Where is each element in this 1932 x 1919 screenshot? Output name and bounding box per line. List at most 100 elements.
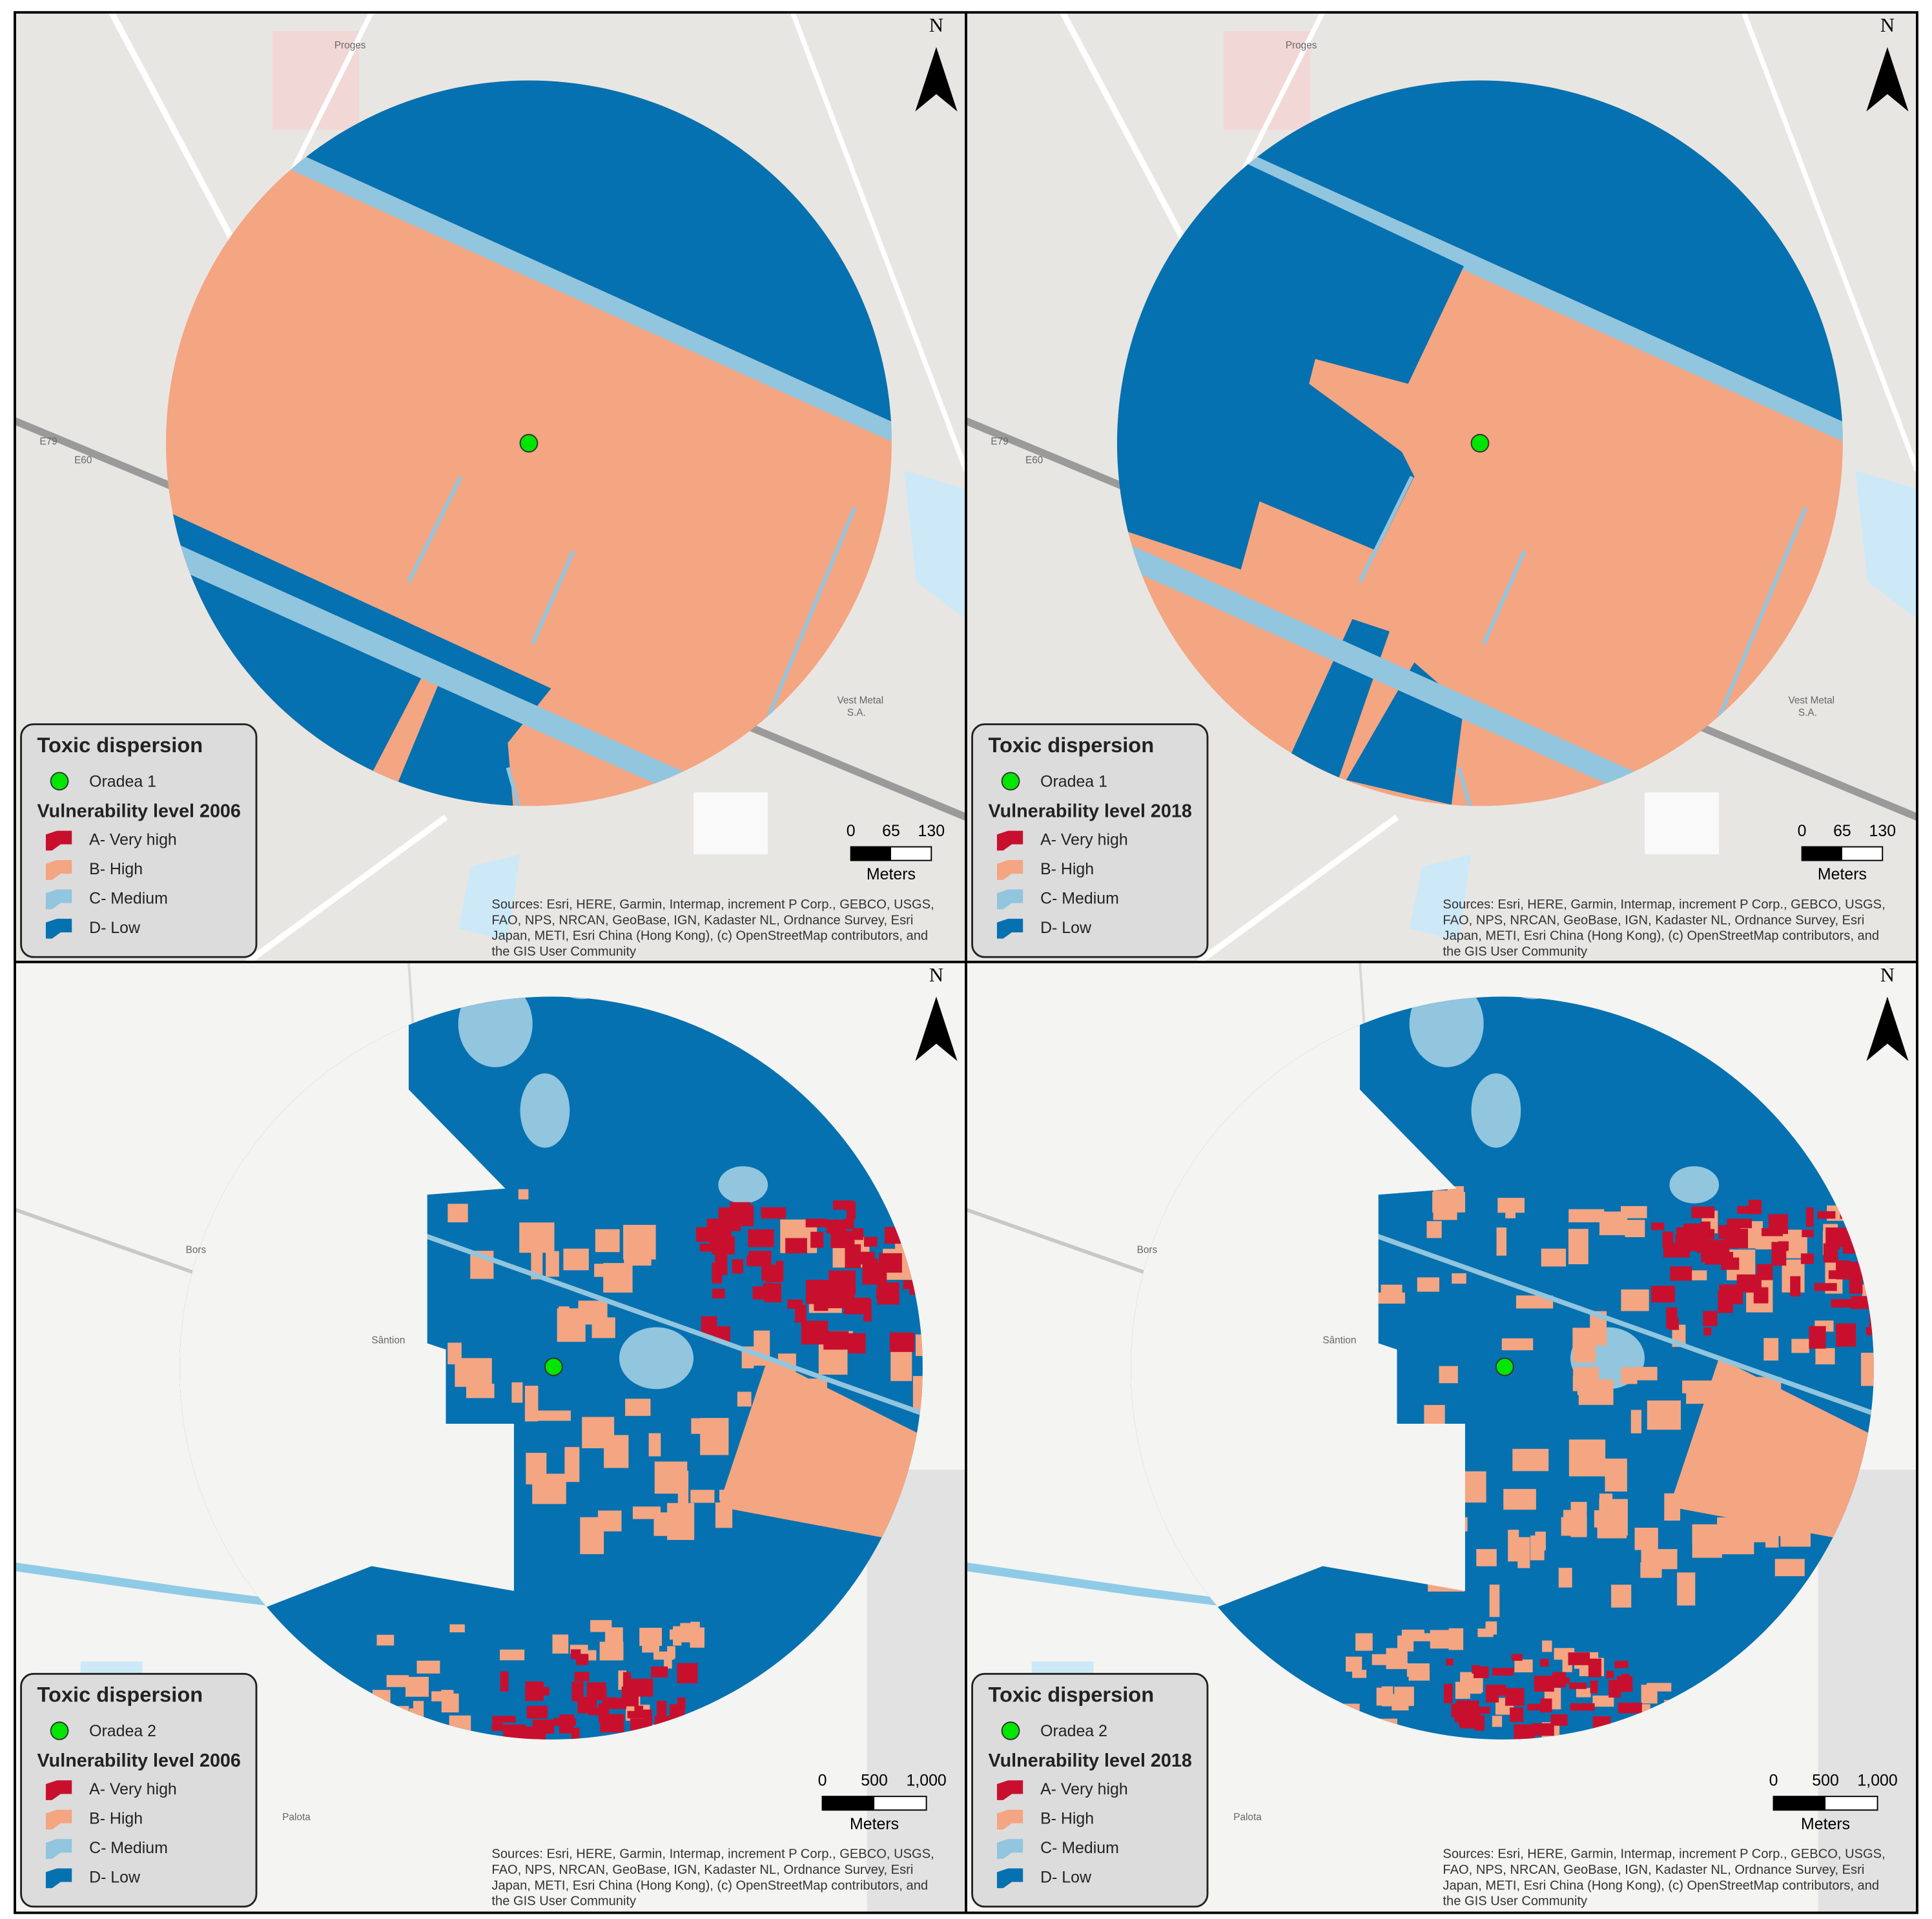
north-label: N xyxy=(1880,14,1895,36)
zone-very-high xyxy=(575,1654,589,1665)
zone-high xyxy=(371,678,441,793)
scale-label: 500 xyxy=(861,1772,888,1790)
source-point xyxy=(544,1357,563,1377)
zone-high xyxy=(1497,1198,1525,1213)
zone-very-high xyxy=(752,1286,768,1300)
road-medium xyxy=(1717,507,1808,719)
scale-unit: Meters xyxy=(1818,865,1867,883)
zone-very-high xyxy=(732,1259,744,1274)
zone-high xyxy=(1605,1458,1627,1492)
zone-high xyxy=(1568,1209,1605,1223)
map-label: E79 xyxy=(991,436,1008,447)
legend-box xyxy=(20,723,258,958)
zone-high xyxy=(455,1358,492,1387)
north-label: N xyxy=(1880,964,1895,986)
zone-very-high xyxy=(810,1231,824,1248)
zone-very-high xyxy=(1588,1658,1601,1678)
zone-high xyxy=(1570,1502,1587,1537)
zone-very-high xyxy=(643,1709,652,1729)
legend-point xyxy=(1001,1721,1020,1740)
map-label: E79 xyxy=(39,436,57,447)
zone-very-high xyxy=(1724,1228,1749,1249)
road xyxy=(1741,12,1917,471)
zone-very-high xyxy=(785,1238,807,1254)
zone-high xyxy=(1346,1656,1362,1672)
zone-very-high xyxy=(828,1288,855,1309)
zone-high xyxy=(1669,1358,1874,1544)
zone-low xyxy=(166,435,551,806)
road xyxy=(1197,814,1399,962)
map-label: Bors xyxy=(186,1245,207,1256)
legend-class: D- Low xyxy=(89,1868,141,1886)
zone-very-high xyxy=(1836,1323,1856,1347)
scale-label: 1,000 xyxy=(906,1772,946,1790)
zone-very-high xyxy=(559,1714,574,1734)
zone-very-high xyxy=(503,1724,526,1739)
zone-very-high xyxy=(1703,1328,1712,1336)
legend-class: C- Medium xyxy=(89,889,168,907)
urban xyxy=(1818,1469,1917,1912)
zone-very-high xyxy=(852,1228,864,1240)
zone-very-high xyxy=(1831,1298,1853,1308)
zone-medium xyxy=(1669,1166,1720,1204)
legend-subtitle: Vulnerability level 2006 xyxy=(37,1750,241,1771)
scale-label: 0 xyxy=(847,822,856,840)
zone-very-high xyxy=(795,1304,807,1323)
zone-high xyxy=(447,1204,468,1223)
zone-high xyxy=(599,1641,624,1661)
zone-very-high xyxy=(577,1700,594,1714)
zone-high xyxy=(519,1222,555,1253)
zone-high xyxy=(511,1382,523,1403)
zone-high xyxy=(591,1317,615,1339)
zone-high xyxy=(1592,1695,1614,1707)
legend-swatch xyxy=(996,1868,1023,1889)
zone-high xyxy=(664,1656,672,1669)
zone-very-high xyxy=(1737,1206,1751,1214)
zone-medium xyxy=(1471,1073,1521,1148)
zone-high xyxy=(1625,1220,1645,1238)
zone-high xyxy=(1372,1654,1387,1665)
zone-very-high xyxy=(877,1282,899,1305)
zone-high xyxy=(632,1506,661,1519)
map-label: Palota xyxy=(1233,1812,1262,1823)
zone-high xyxy=(1611,1585,1632,1608)
zone-high xyxy=(386,1675,409,1687)
scale-label: 130 xyxy=(918,822,945,840)
zone-high xyxy=(557,1308,586,1342)
zone-very-high xyxy=(1570,1703,1595,1711)
legend-point-label: Oradea 2 xyxy=(1040,1722,1107,1740)
zone-very-high xyxy=(1606,1670,1614,1679)
zone-very-high xyxy=(709,1236,731,1244)
road-medium xyxy=(1457,767,1510,806)
zone-low xyxy=(1116,161,1464,570)
zone-very-high xyxy=(1614,1661,1629,1668)
zone-high xyxy=(625,1399,651,1416)
zone-very-high xyxy=(848,1333,866,1354)
zone-high xyxy=(449,1624,465,1633)
zone-very-high xyxy=(574,1672,590,1681)
zone-very-high xyxy=(1651,1286,1675,1303)
legend-swatch xyxy=(45,860,72,880)
zone-very-high xyxy=(864,1237,878,1247)
sources-text: FAO, NPS, NRCAN, GeoBase, IGN, Kadaster … xyxy=(1443,1863,1864,1877)
zone-high xyxy=(1394,1687,1414,1707)
water xyxy=(1855,470,1917,619)
scale-label: 0 xyxy=(1769,1772,1778,1790)
zone-very-high xyxy=(712,1288,725,1298)
zone-very-high xyxy=(1466,1707,1490,1714)
road-medium xyxy=(531,550,575,645)
zone-very-high xyxy=(1814,1283,1837,1291)
zone-high xyxy=(1355,1633,1373,1651)
zone-high xyxy=(1476,1549,1497,1566)
north-label: N xyxy=(929,14,943,36)
scale-label: 65 xyxy=(1833,822,1851,840)
zone-high xyxy=(1439,1366,1458,1384)
zone-high xyxy=(653,1512,670,1536)
map-label: Proges xyxy=(334,40,366,51)
zone-high xyxy=(1621,1289,1649,1311)
zone-high xyxy=(1489,1585,1500,1617)
zone-low xyxy=(166,80,892,523)
water xyxy=(1409,854,1472,941)
zone-very-high xyxy=(826,1219,847,1234)
